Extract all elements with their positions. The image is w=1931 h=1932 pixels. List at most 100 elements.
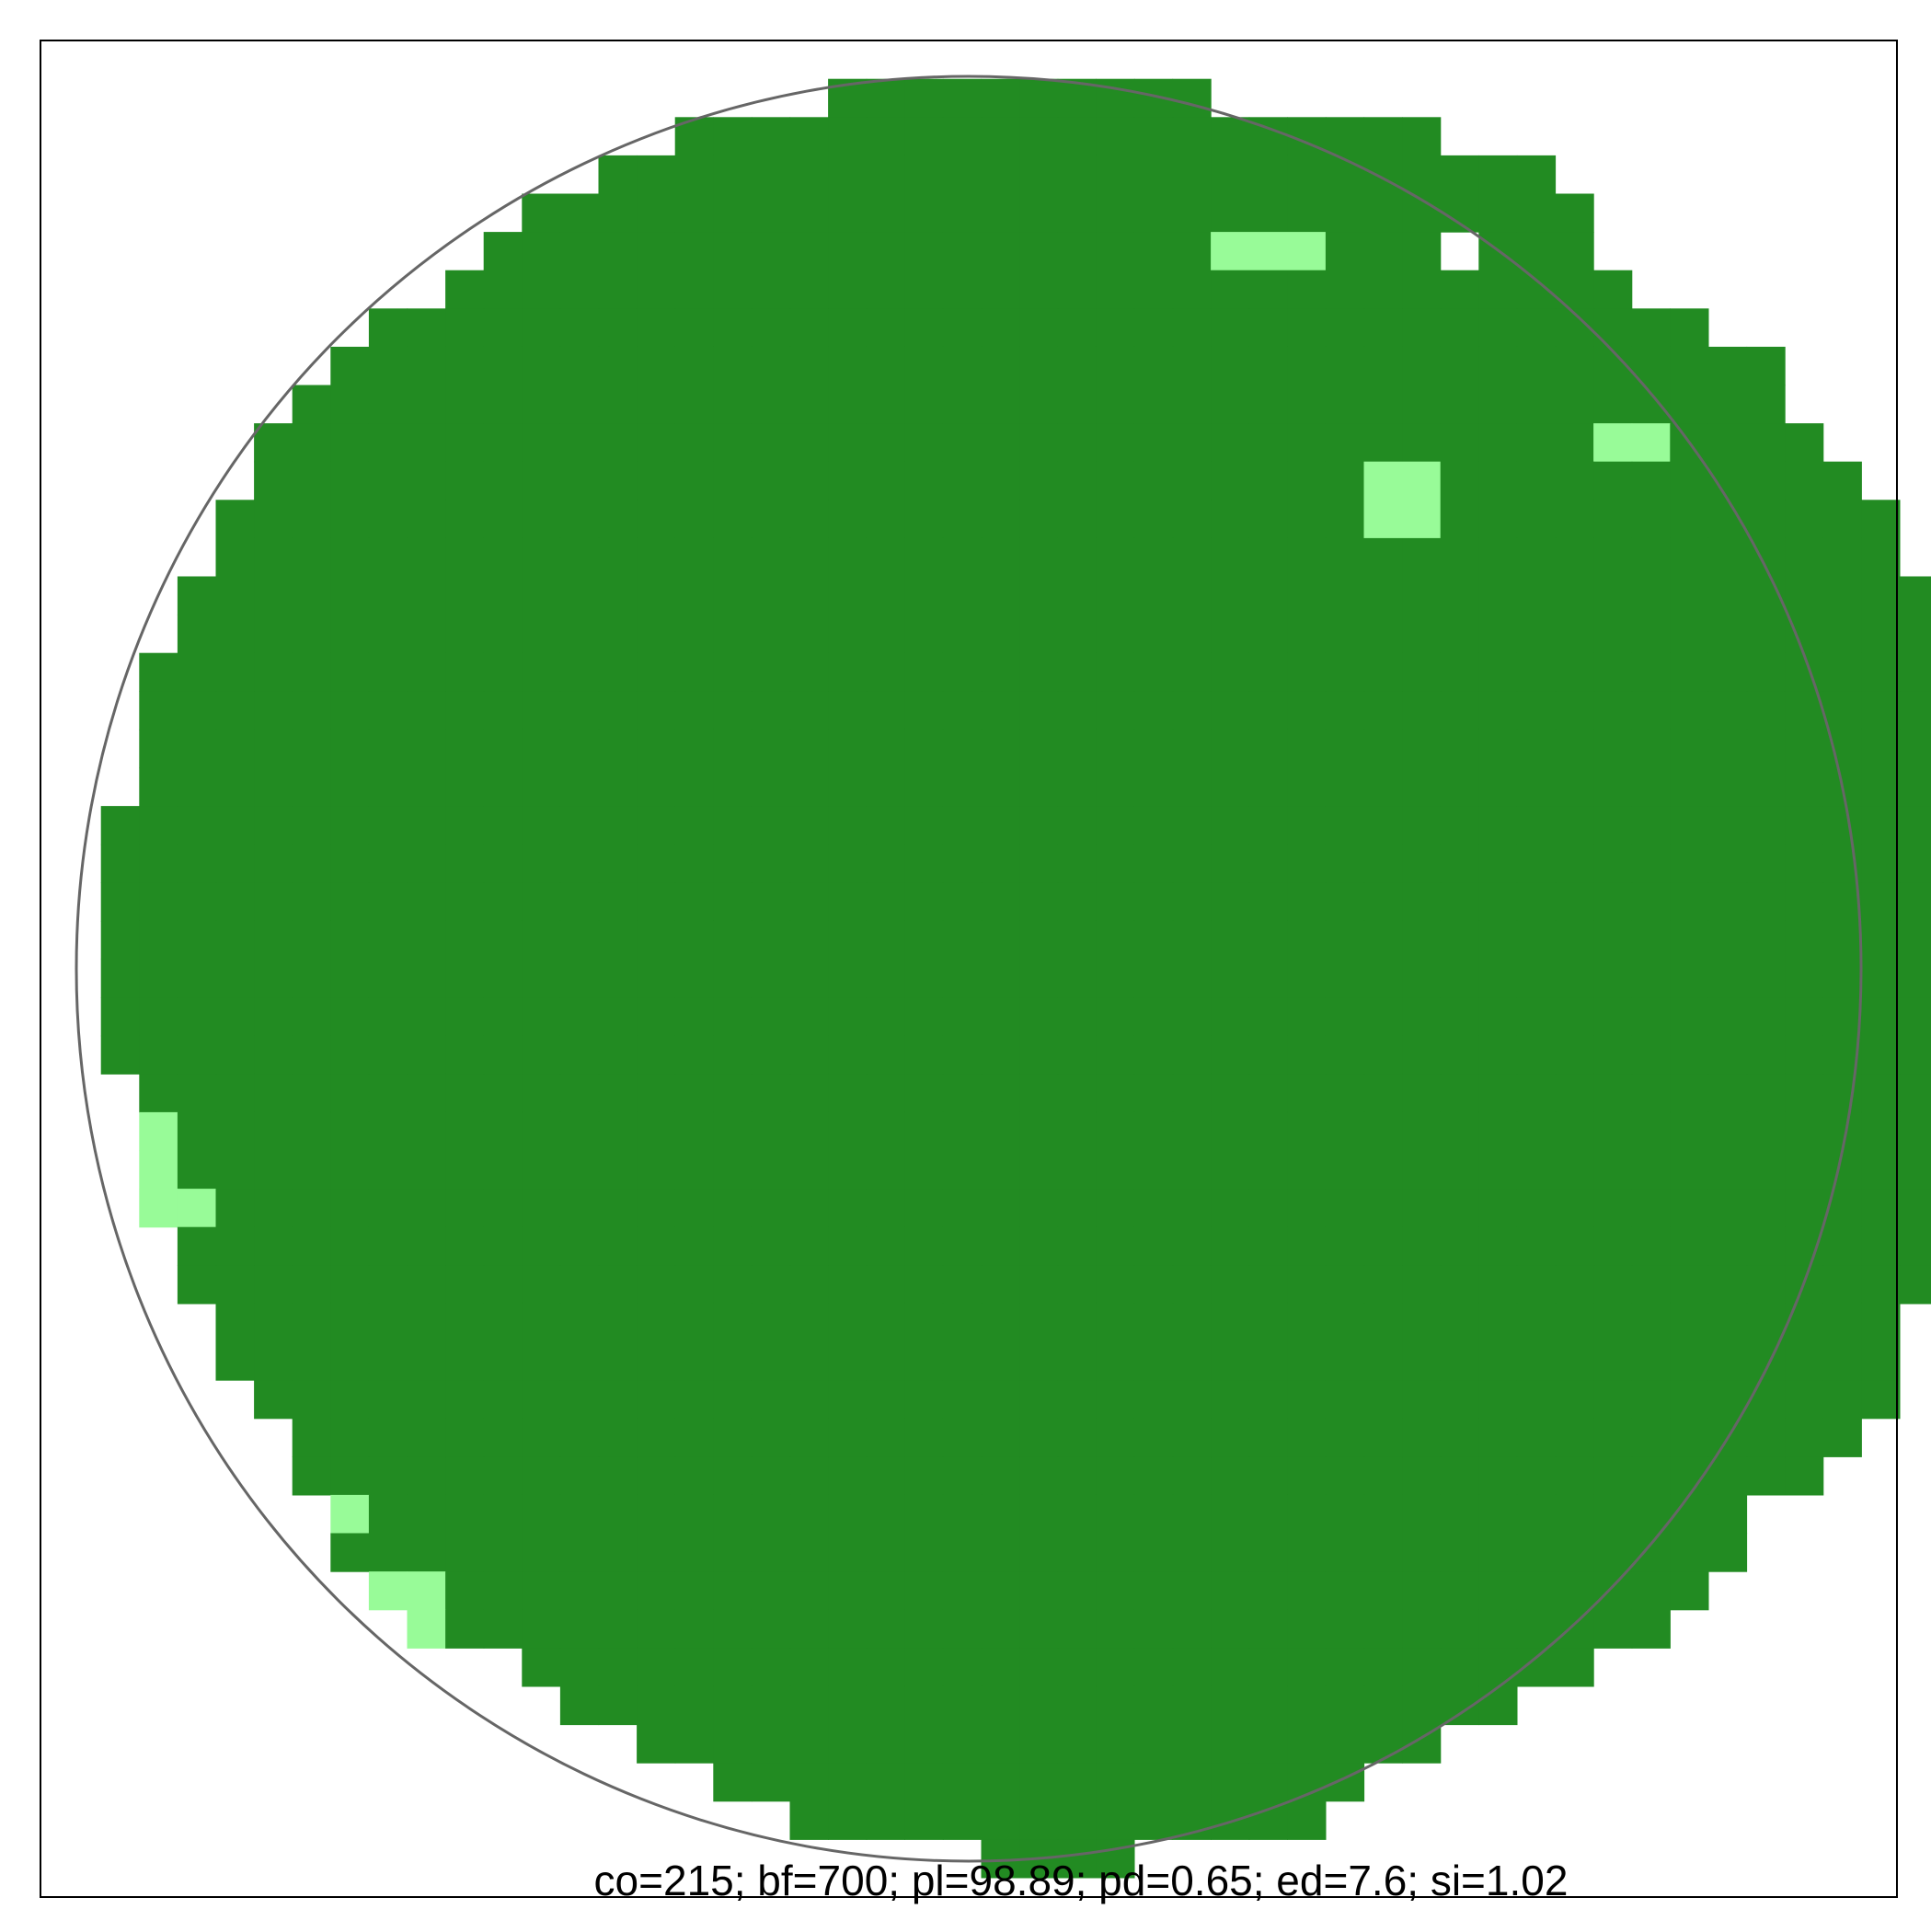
forest-cell bbox=[1363, 806, 1403, 845]
forest-cell bbox=[407, 423, 446, 463]
forest-cell bbox=[407, 1303, 446, 1343]
forest-cell bbox=[445, 1494, 485, 1535]
forest-cell bbox=[1172, 882, 1212, 922]
forest-cell bbox=[1822, 1380, 1862, 1420]
forest-cell bbox=[942, 615, 983, 654]
forest-cell bbox=[215, 1303, 255, 1343]
forest-cell bbox=[330, 1380, 370, 1420]
forest-cell bbox=[904, 691, 944, 730]
forest-cell bbox=[598, 232, 638, 271]
forest-cell bbox=[1211, 959, 1250, 998]
forest-cell bbox=[674, 385, 714, 424]
forest-cell bbox=[1096, 729, 1135, 769]
forest-cell bbox=[1785, 1418, 1824, 1457]
forest-cell bbox=[1096, 576, 1135, 615]
forest-cell bbox=[1555, 729, 1594, 769]
forest-cell bbox=[1899, 615, 1931, 654]
forest-cell bbox=[828, 1456, 868, 1496]
forest-cell bbox=[1211, 1035, 1250, 1075]
forest-cell bbox=[1670, 385, 1709, 424]
forest-cell bbox=[598, 1226, 638, 1266]
forest-cell bbox=[559, 232, 600, 271]
forest-cell bbox=[1133, 1150, 1174, 1190]
forest-cell bbox=[1057, 882, 1097, 922]
forest-cell bbox=[1440, 1494, 1479, 1535]
forest-cell bbox=[1593, 500, 1633, 539]
forest-cell bbox=[904, 806, 944, 845]
forest-cell bbox=[559, 1265, 600, 1305]
forest-cell bbox=[1057, 117, 1097, 156]
forest-cell bbox=[254, 691, 293, 730]
forest-cell bbox=[292, 1341, 331, 1381]
forest-cell bbox=[1096, 1648, 1135, 1687]
forest-cell bbox=[1325, 882, 1365, 922]
forest-cell bbox=[1096, 1494, 1135, 1535]
forest-cell bbox=[789, 1265, 829, 1305]
forest-cell bbox=[445, 1456, 485, 1496]
forest-cell bbox=[789, 117, 829, 156]
forest-cell bbox=[1555, 232, 1594, 271]
forest-cell bbox=[1133, 346, 1174, 386]
forest-cell bbox=[1402, 155, 1442, 195]
forest-cell bbox=[559, 1074, 600, 1113]
forest-cell bbox=[1325, 1265, 1365, 1305]
forest-cell bbox=[1478, 920, 1518, 960]
forest-cell bbox=[215, 882, 255, 922]
forest-cell bbox=[1325, 1341, 1365, 1381]
forest-cell bbox=[522, 729, 561, 769]
forest-cell bbox=[1555, 1456, 1594, 1496]
forest-cell bbox=[1133, 270, 1174, 309]
forest-cell bbox=[1133, 1800, 1174, 1840]
forest-cell bbox=[1631, 1189, 1671, 1228]
forest-cell bbox=[1746, 500, 1786, 539]
forest-cell bbox=[1248, 806, 1288, 845]
forest-cell bbox=[1822, 1341, 1862, 1381]
forest-cell bbox=[1096, 615, 1135, 654]
forest-cell bbox=[1363, 997, 1403, 1037]
forest-cell bbox=[1096, 691, 1135, 730]
forest-cell bbox=[330, 1456, 370, 1496]
forest-cell bbox=[1822, 1074, 1862, 1113]
forest-cell bbox=[522, 1074, 561, 1113]
forest-cell bbox=[100, 844, 140, 883]
forest-cell bbox=[1899, 882, 1931, 922]
forest-cell bbox=[713, 1265, 753, 1305]
forest-cell bbox=[1899, 767, 1931, 807]
forest-cell bbox=[942, 1494, 983, 1535]
forest-cell bbox=[828, 1685, 868, 1726]
forest-cell bbox=[1172, 1189, 1212, 1228]
forest-cell bbox=[407, 1189, 446, 1228]
forest-cell bbox=[1593, 270, 1633, 309]
forest-cell bbox=[407, 652, 446, 692]
forest-cell bbox=[215, 576, 255, 615]
forest-cell bbox=[330, 346, 370, 386]
forest-cell bbox=[559, 537, 600, 578]
forest-cell bbox=[139, 844, 178, 883]
forest-cell bbox=[1707, 652, 1748, 692]
forest-cell bbox=[904, 882, 944, 922]
forest-cell bbox=[1593, 920, 1633, 960]
forest-cell bbox=[1172, 1685, 1212, 1726]
forest-cell bbox=[1133, 1111, 1174, 1152]
forest-cell bbox=[1019, 1380, 1059, 1420]
forest-cell bbox=[1096, 1724, 1135, 1764]
forest-cell bbox=[981, 232, 1020, 271]
forest-cell bbox=[942, 78, 983, 118]
forest-cell bbox=[942, 1456, 983, 1496]
forest-cell bbox=[1133, 308, 1174, 348]
forest-cell bbox=[1287, 1035, 1327, 1075]
forest-cell bbox=[522, 1456, 561, 1496]
forest-cell bbox=[1096, 920, 1135, 960]
forest-cell bbox=[1096, 155, 1135, 195]
forest-cell bbox=[1287, 1609, 1327, 1649]
forest-cell bbox=[598, 1380, 638, 1420]
forest-cell bbox=[981, 997, 1020, 1037]
forest-cell bbox=[1440, 308, 1479, 348]
forest-cell bbox=[1057, 1265, 1097, 1305]
forest-cell bbox=[1478, 1685, 1518, 1726]
forest-cell bbox=[942, 959, 983, 998]
forest-cell bbox=[407, 997, 446, 1037]
forest-cell bbox=[904, 729, 944, 769]
forest-cell bbox=[1555, 576, 1594, 615]
forest-cell bbox=[177, 1111, 217, 1152]
